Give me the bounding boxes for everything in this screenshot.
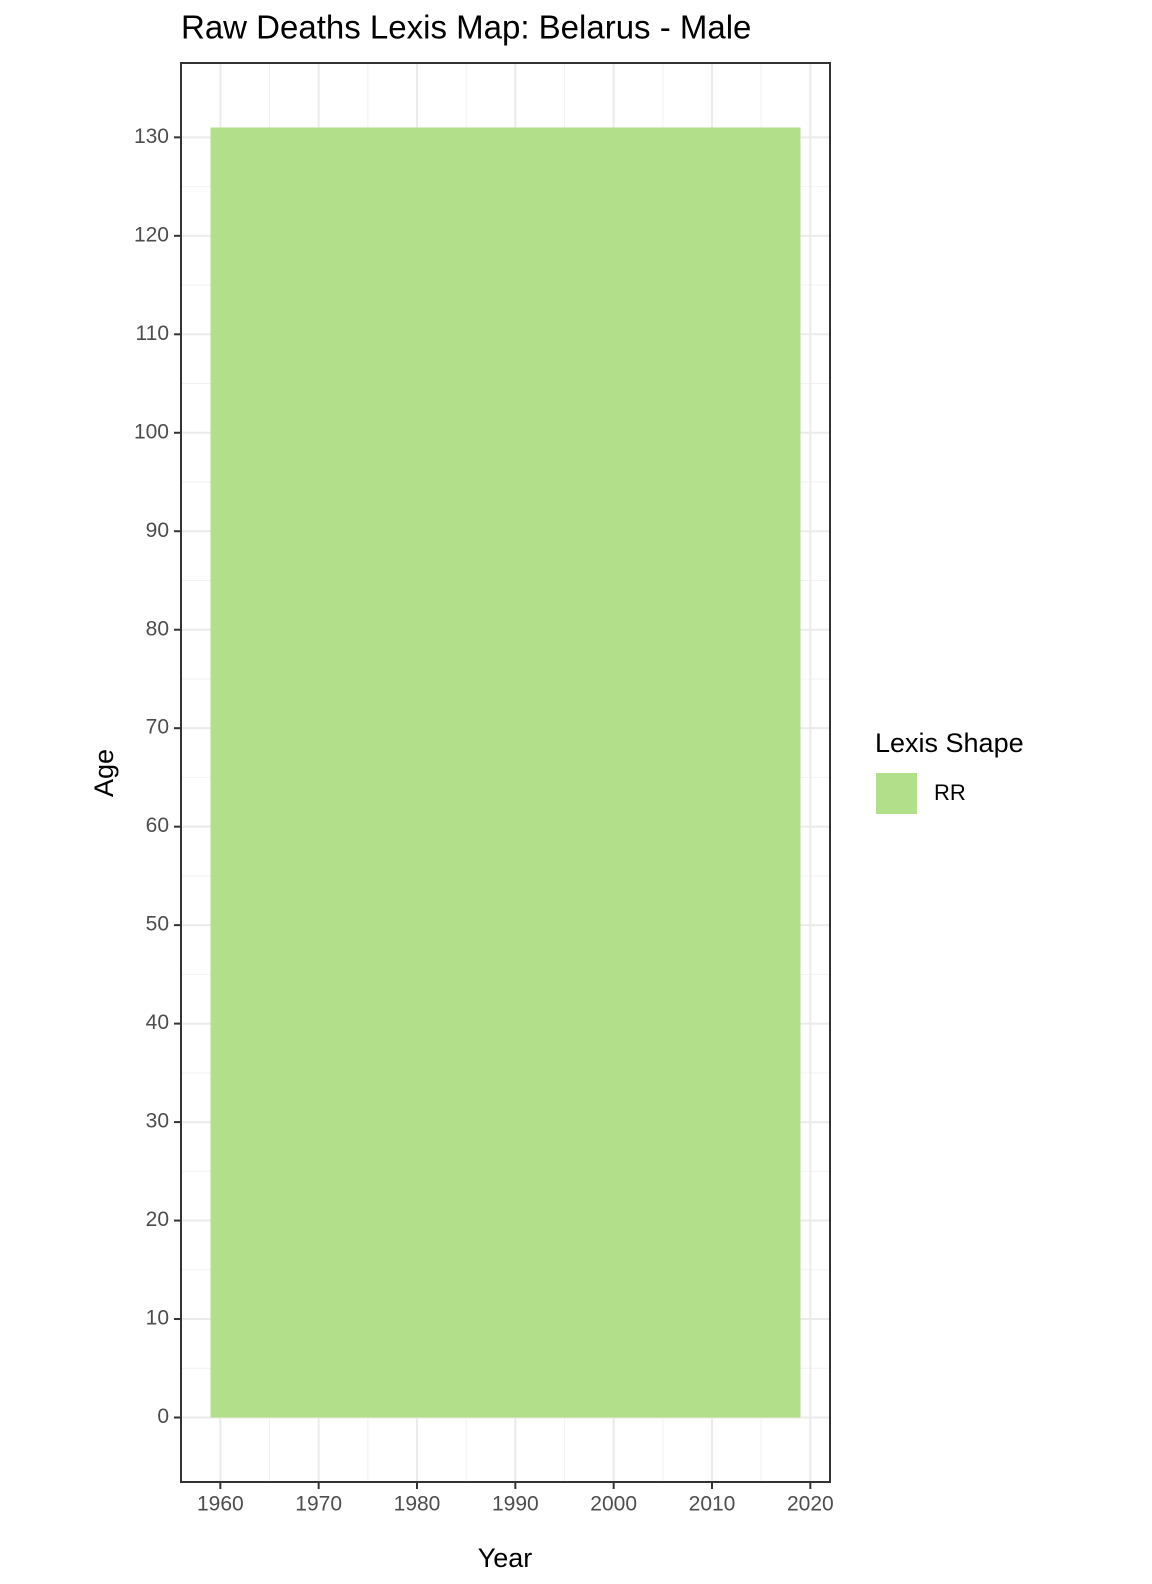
y-tick-label: 70	[146, 716, 169, 739]
x-tick-label: 1990	[492, 1493, 539, 1516]
lexis-shape	[210, 127, 801, 1418]
x-tick-label: 1970	[295, 1493, 342, 1516]
y-tick-label: 120	[134, 223, 169, 246]
x-tick-label: 1960	[197, 1493, 244, 1516]
y-tick-label: 60	[146, 814, 169, 837]
x-tick-label: 1980	[394, 1493, 441, 1516]
y-tick-label: 90	[146, 519, 169, 542]
y-tick-label: 130	[134, 125, 169, 148]
y-tick-label: 100	[134, 420, 169, 443]
y-tick-label: 20	[146, 1208, 169, 1231]
chart-title: Raw Deaths Lexis Map: Belarus - Male	[181, 9, 751, 46]
y-tick-label: 110	[136, 322, 169, 345]
y-tick-label: 0	[157, 1405, 169, 1428]
legend-title: Lexis Shape	[875, 728, 1024, 758]
y-tick-label: 50	[146, 913, 169, 936]
legend-label: RR	[934, 780, 966, 805]
y-axis-title: Age	[89, 749, 119, 797]
y-tick-label: 80	[146, 617, 169, 640]
x-tick-label: 2020	[787, 1493, 834, 1516]
x-tick-label: 2000	[590, 1493, 637, 1516]
panel-border	[180, 62, 831, 1483]
x-tick-label: 2010	[689, 1493, 736, 1516]
y-tick-label: 40	[146, 1011, 169, 1034]
x-axis-title: Year	[478, 1543, 533, 1573]
legend-key	[876, 773, 917, 814]
y-tick-label: 30	[146, 1110, 169, 1133]
y-tick-label: 10	[146, 1307, 169, 1330]
